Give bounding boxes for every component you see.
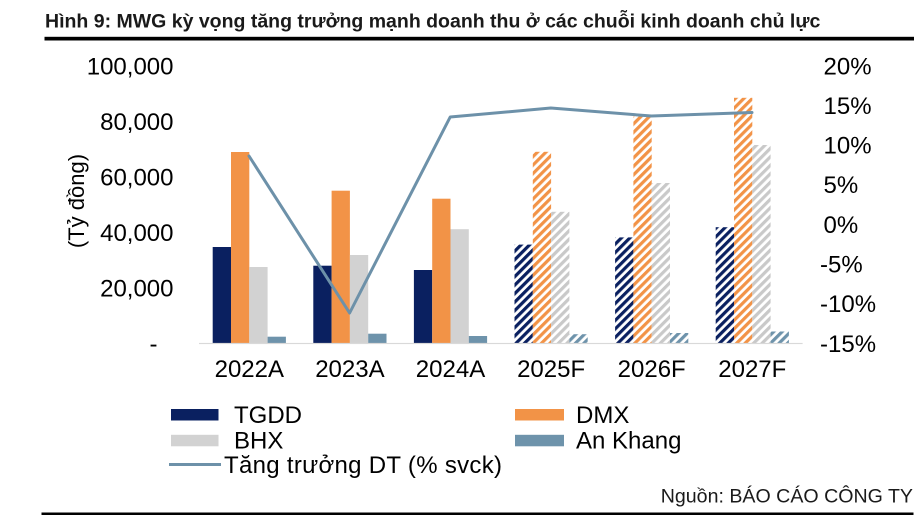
svg-text:20,000: 20,000: [100, 275, 173, 302]
svg-text:2024A: 2024A: [416, 356, 485, 383]
svg-text:DMX: DMX: [576, 402, 629, 429]
svg-text:-: -: [150, 331, 158, 358]
svg-text:40,000: 40,000: [100, 220, 173, 247]
svg-text:(Tỷ đồng): (Tỷ đồng): [64, 154, 89, 248]
svg-text:BHX: BHX: [234, 428, 283, 455]
svg-text:60,000: 60,000: [100, 164, 173, 191]
svg-text:An Khang: An Khang: [576, 428, 681, 455]
svg-text:2025F: 2025F: [517, 356, 585, 383]
svg-text:80,000: 80,000: [100, 109, 173, 136]
svg-text:100,000: 100,000: [87, 53, 174, 80]
svg-text:2022A: 2022A: [215, 356, 284, 383]
svg-text:5%: 5%: [824, 172, 859, 199]
svg-text:TGDD: TGDD: [234, 402, 302, 429]
svg-text:2027F: 2027F: [718, 356, 786, 383]
svg-text:15%: 15%: [824, 93, 872, 120]
svg-text:0%: 0%: [824, 212, 859, 239]
svg-text:Tăng trưởng DT (% svck): Tăng trưởng DT (% svck): [224, 452, 502, 479]
svg-text:-15%: -15%: [820, 331, 876, 358]
svg-text:2023A: 2023A: [315, 356, 384, 383]
svg-text:2026F: 2026F: [618, 356, 686, 383]
svg-text:Hình 9: MWG kỳ vọng tăng trưởn: Hình 9: MWG kỳ vọng tăng trưởng mạnh doa…: [45, 9, 820, 33]
svg-text:10%: 10%: [824, 133, 872, 160]
svg-text:-5%: -5%: [820, 252, 863, 279]
svg-text:Nguồn: BÁO CÁO CÔNG TY: Nguồn: BÁO CÁO CÔNG TY: [661, 485, 913, 508]
svg-text:20%: 20%: [824, 53, 872, 80]
svg-text:-10%: -10%: [820, 291, 876, 318]
